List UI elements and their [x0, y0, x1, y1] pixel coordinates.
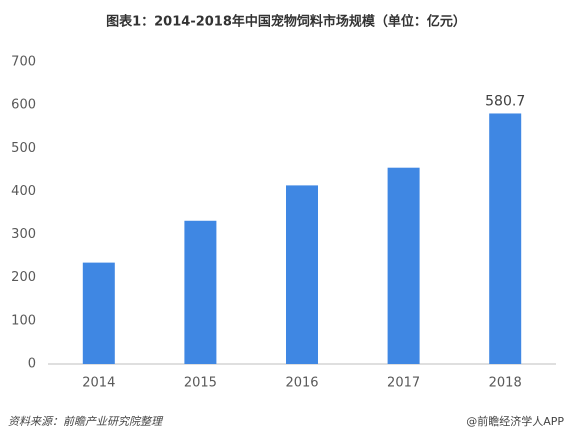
y-tick-label: 700	[11, 55, 36, 70]
y-tick-label: 600	[11, 98, 36, 113]
source-note: 资料来源：前瞻产业研究院整理	[8, 415, 164, 428]
y-tick-label: 0	[28, 357, 36, 372]
bar	[489, 113, 522, 365]
x-tick-label: 2014	[82, 376, 115, 391]
y-tick-label: 500	[11, 141, 36, 156]
y-tick-label: 300	[11, 227, 36, 242]
chart-title: 图表1：2014-2018年中国宠物饲料市场规模（单位：亿元）	[106, 14, 466, 30]
bar	[286, 185, 318, 364]
bar	[387, 167, 420, 364]
x-tick-label: 2018	[489, 376, 522, 391]
x-tick-label: 2017	[387, 376, 420, 391]
credit: @前瞻经济学人APP	[466, 414, 564, 428]
y-tick-label: 200	[11, 270, 36, 285]
bar	[184, 220, 217, 364]
y-tick-label: 400	[11, 184, 36, 199]
x-tick-label: 2015	[184, 376, 217, 391]
bar	[82, 262, 115, 364]
x-tick-label: 2016	[285, 376, 318, 391]
value-label: 580.7	[485, 93, 525, 109]
y-tick-label: 100	[11, 313, 36, 328]
